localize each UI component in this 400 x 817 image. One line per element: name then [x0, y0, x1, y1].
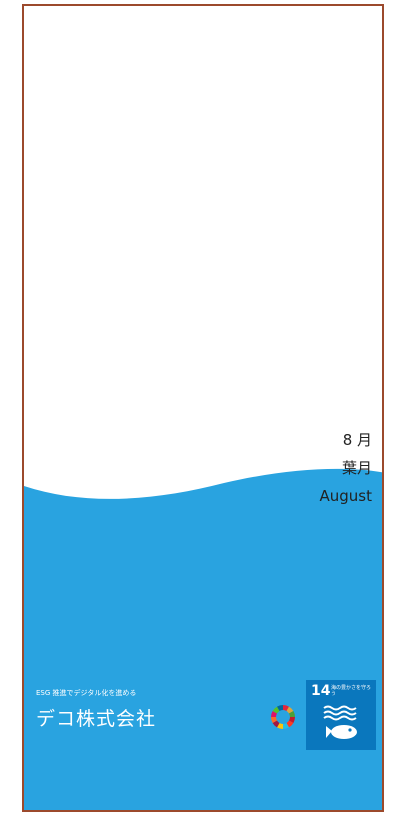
- company-name: デコ株式会社: [36, 708, 157, 730]
- sea-wave: [24, 468, 382, 810]
- sdg-goal-number: 14: [311, 683, 331, 699]
- month-number: 8 月: [342, 431, 372, 449]
- company-tagline: ESG 推進でデジタル化を進める: [36, 689, 137, 697]
- month-block: 8 月 葉月 August: [320, 426, 373, 510]
- sdg-goal-14-badge: 14 海の豊かさを守ろう: [306, 680, 376, 750]
- fish-waves-icon: [323, 705, 357, 739]
- month-japanese-name: 葉月: [341, 459, 372, 477]
- calendar-card: 8 月 葉月 August ESG 推進でデジタル化を進める デコ株式会社 14…: [22, 4, 384, 812]
- sdgs-wheel-icon: [271, 705, 295, 729]
- sdg-goal-text: 海の豊かさを守ろう: [331, 685, 372, 697]
- month-english-name: August: [319, 487, 373, 505]
